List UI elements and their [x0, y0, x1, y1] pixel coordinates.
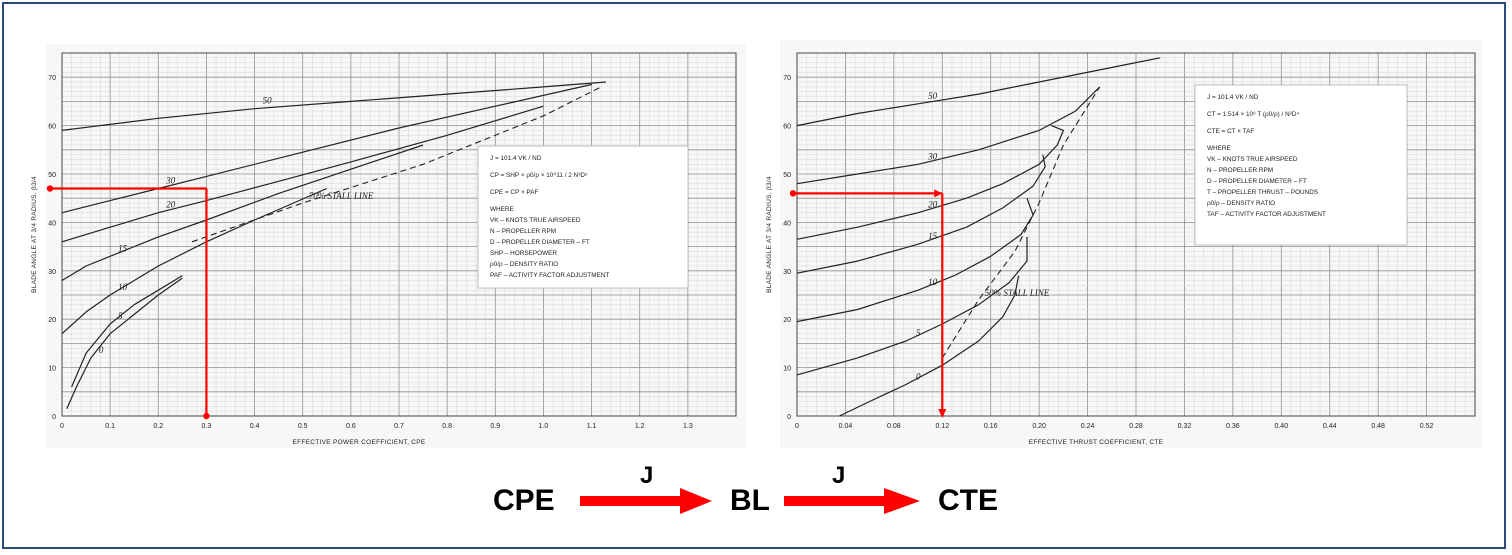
legend-line: CPE = CP × PAF — [490, 189, 539, 196]
series-line-10 — [61, 187, 328, 335]
x-tick-label: 1.3 — [683, 423, 693, 430]
series-label-15: 15 — [118, 243, 128, 253]
x-tick-label: 0.3 — [202, 423, 212, 430]
series-label-20: 20 — [166, 200, 176, 210]
legend-line: PAF – ACTIVITY FACTOR ADJUSTMENT — [490, 272, 609, 279]
series-line-5 — [71, 275, 183, 388]
legend-line: ρ0/ρ – DENSITY RATIO — [490, 261, 558, 268]
series-line-0 — [66, 277, 183, 409]
series-label-10: 10 — [118, 282, 128, 292]
y-tick-label: 0 — [52, 414, 56, 421]
annotation-end-dot — [203, 412, 210, 420]
flow-step-cpe: CPE — [493, 484, 555, 517]
annotation-start-dot — [46, 185, 54, 192]
y-tick-label: 70 — [48, 75, 56, 82]
legend-line: J = 101.4 VK / ND — [490, 155, 542, 162]
legend-line: WHERE — [490, 206, 514, 213]
x-tick-label: 0.6 — [346, 423, 356, 430]
legend-line: VK – KNOTS TRUE AIRSPEED — [490, 217, 581, 224]
flow-step-bl: BL — [730, 484, 770, 517]
series-line-50 — [61, 81, 607, 131]
stall-line — [191, 86, 602, 243]
y-tick-label: 30 — [48, 269, 56, 276]
series-label-0: 0 — [99, 345, 104, 355]
series-label-5: 5 — [118, 311, 123, 321]
legend-line: N – PROPELLER RPM — [490, 228, 556, 235]
series-label-30: 30 — [165, 176, 176, 186]
legend-box — [477, 145, 689, 289]
series-line-20 — [61, 105, 544, 243]
series-label-50: 50 — [263, 96, 273, 106]
x-tick-label: 0.8 — [442, 423, 452, 430]
y-tick-label: 60 — [48, 124, 56, 131]
x-tick-label: 0.1 — [105, 423, 115, 430]
x-tick-label: 0.5 — [298, 423, 308, 430]
x-tick-label: 1.0 — [539, 423, 549, 430]
x-tick-label: 1.2 — [635, 423, 645, 430]
x-tick-label: 0.2 — [153, 423, 163, 430]
legend-line: CP = SHP × ρ0/ρ × 10^11 / 2 N³D⁵ — [490, 172, 588, 179]
x-tick-label: 0 — [60, 423, 64, 430]
legend-line: D – PROPELLER DIAMETER – FT — [490, 239, 590, 246]
flow-j-label-1: J — [640, 462, 654, 489]
x-tick-label: 1.1 — [587, 423, 597, 430]
y-tick-label: 40 — [48, 220, 56, 227]
x-tick-label: 0.9 — [490, 423, 500, 430]
stall-line-label: 70% STALL LINE — [309, 191, 374, 201]
legend-line: SHP – HORSEPOWER — [490, 250, 557, 257]
series-line-15 — [61, 144, 424, 282]
flow-step-cte: CTE — [938, 484, 998, 517]
x-tick-label: 0.4 — [250, 423, 260, 430]
y-tick-label: 10 — [48, 366, 56, 373]
y-tick-label: 20 — [48, 317, 56, 324]
y-axis-label: BLADE ANGLE AT 3/4 RADIUS, β3/4 — [31, 176, 38, 293]
x-axis-label: EFFECTIVE POWER COEFFICIENT, CPE — [292, 439, 425, 446]
y-tick-label: 50 — [48, 172, 56, 179]
series-line-30 — [61, 83, 592, 214]
plot-area-border — [61, 52, 737, 417]
flow-j-label-2: J — [832, 462, 846, 489]
x-tick-label: 0.7 — [394, 423, 404, 430]
